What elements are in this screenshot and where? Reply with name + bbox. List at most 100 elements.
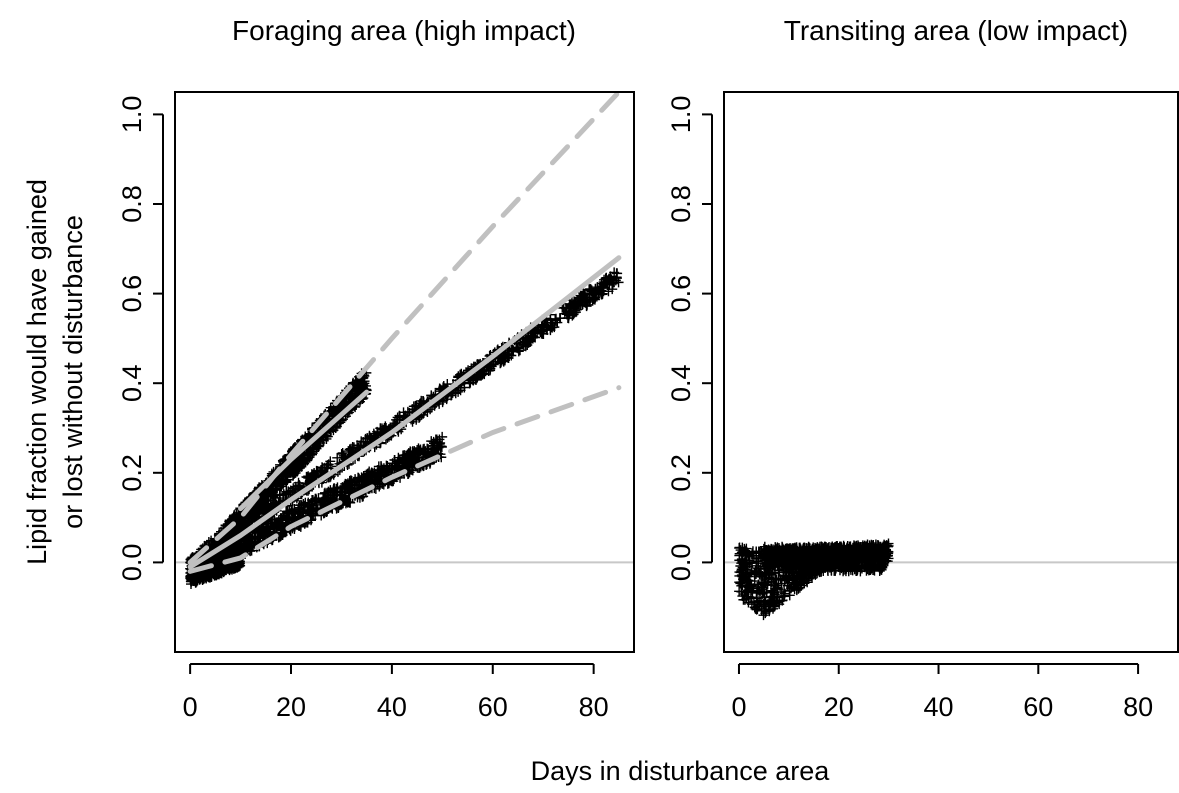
data-point: [527, 331, 538, 342]
data-point: [224, 548, 235, 559]
y-tick-label: 0.4: [117, 364, 147, 402]
data-point: [246, 509, 257, 520]
data-point: [376, 423, 387, 434]
data-point: [778, 570, 789, 581]
data-point: [738, 563, 749, 574]
data-point: [313, 493, 324, 504]
data-point: [261, 523, 272, 534]
panel-title-transiting: Transiting area (low impact): [784, 15, 1128, 46]
data-point: [293, 463, 304, 474]
data-point: [304, 452, 315, 463]
data-point: [412, 444, 423, 455]
data-point: [768, 574, 779, 585]
data-point: [789, 584, 800, 595]
data-point: [525, 336, 536, 347]
y-tick-label: 0.6: [117, 275, 147, 313]
dashed-interval-line: [187, 385, 622, 574]
data-point: [277, 479, 288, 490]
data-point: [275, 513, 286, 524]
data-point: [584, 294, 595, 305]
data-point: [265, 495, 276, 506]
y-tick-label: 0.0: [117, 544, 147, 582]
data-point: [186, 579, 197, 590]
data-point: [791, 573, 802, 584]
data-point: [769, 601, 780, 612]
data-point: [794, 568, 805, 579]
data-point: [412, 453, 423, 464]
data-point: [555, 313, 566, 324]
plot-area: [734, 538, 894, 621]
data-point: [568, 309, 579, 320]
data-point: [437, 431, 448, 442]
data-point: [743, 571, 754, 582]
data-point: [228, 512, 239, 523]
mean-trend-line: [187, 255, 622, 570]
y-tick-label: 0.2: [117, 454, 147, 492]
data-point: [751, 593, 762, 604]
data-point: [282, 474, 293, 485]
data-point: [743, 561, 754, 572]
data-point: [289, 468, 300, 479]
data-point: [321, 462, 332, 473]
data-point: [377, 465, 388, 476]
data-point: [214, 564, 225, 575]
data-point: [328, 483, 339, 494]
data-point: [746, 567, 757, 578]
dashed-interval-line: [187, 92, 622, 565]
data-point: [801, 575, 812, 586]
data-point: [287, 487, 298, 498]
data-point: [464, 378, 475, 389]
data-point: [749, 576, 760, 587]
data-point: [772, 591, 783, 602]
data-point: [338, 450, 349, 461]
data-point: [307, 472, 318, 483]
data-point: [259, 529, 270, 540]
data-point: [307, 510, 318, 521]
data-point: [341, 494, 352, 505]
data-point: [806, 570, 817, 581]
data-point: [432, 436, 443, 447]
data-point: [357, 376, 368, 387]
data-point: [314, 440, 325, 451]
data-point: [403, 463, 414, 474]
data-point: [298, 498, 309, 509]
data-point: [295, 481, 306, 492]
data-point: [346, 476, 357, 487]
panel-foraging: 0 20 40 60 800.00.20.40.60.81.0: [117, 91, 635, 722]
data-point: [347, 442, 358, 453]
data-point: [360, 433, 371, 444]
data-point: [227, 542, 238, 553]
data-point: [550, 315, 561, 326]
data-point: [274, 518, 285, 529]
x-tick-label: 0: [183, 692, 198, 722]
data-point: [375, 470, 386, 481]
data-point: [736, 558, 747, 569]
data-point: [253, 527, 264, 538]
panel-title-foraging: Foraging area (high impact): [232, 15, 576, 46]
data-point: [745, 592, 756, 603]
data-point: [349, 386, 360, 397]
data-point: [504, 349, 515, 360]
data-point: [276, 478, 287, 489]
x-tick-label: 60: [478, 692, 508, 722]
data-point: [315, 466, 326, 477]
x-tick-label: 20: [276, 692, 306, 722]
y-axis-label-line-2: or lost without disturbance: [58, 215, 88, 529]
data-point: [318, 435, 329, 446]
data-point: [758, 578, 769, 589]
data-point: [352, 440, 363, 451]
data-point: [537, 328, 548, 339]
data-point: [604, 273, 615, 284]
data-point: [245, 546, 256, 557]
x-tick-label: 40: [377, 692, 407, 722]
data-point: [381, 460, 392, 471]
data-point: [597, 289, 608, 300]
data-point: [584, 284, 595, 295]
data-point: [607, 284, 618, 295]
data-point: [233, 521, 244, 532]
data-point: [392, 456, 403, 467]
data-point: [753, 585, 764, 596]
data-point: [318, 494, 329, 505]
data-point: [399, 453, 410, 464]
data-point: [219, 563, 230, 574]
